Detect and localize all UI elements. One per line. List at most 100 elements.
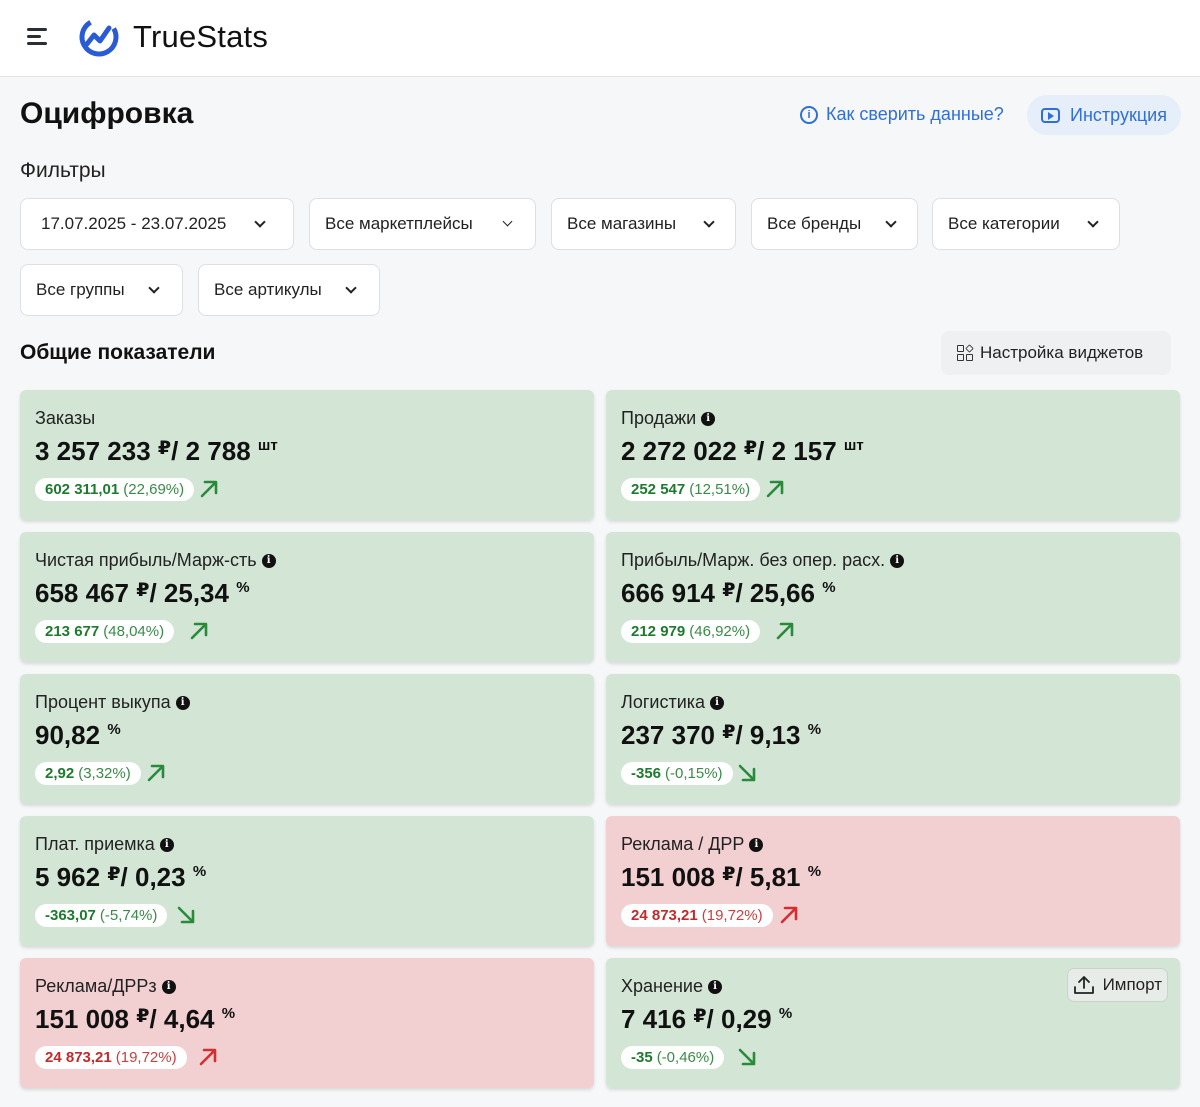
metric-delta-percent: (48,04%) [103, 623, 165, 640]
date-range-filter[interactable]: 17.07.2025 - 23.07.2025 [20, 198, 294, 250]
import-button[interactable]: Импорт [1066, 968, 1168, 1002]
metric-label-text: Чистая прибыль/Марж-сть [35, 550, 257, 570]
store-filter[interactable]: Все магазины [551, 198, 736, 250]
help-link[interactable]: i Как сверить данные? [800, 104, 1004, 125]
metric-label-text: Процент выкупа [35, 692, 171, 712]
metric-second-unit: шт [843, 437, 864, 454]
metric-second-value: 2 788 [185, 436, 251, 466]
group-filter-value: Все группы [36, 280, 125, 299]
hamburger-menu-icon[interactable] [27, 26, 51, 48]
info-icon[interactable]: i [701, 411, 716, 426]
info-icon[interactable]: i [749, 837, 764, 852]
metric-label-text: Прибыль/Марж. без опер. расх. [621, 550, 886, 570]
info-icon[interactable]: i [161, 979, 176, 994]
metric-card[interactable]: Плат. приемка i 5 962 ₽/ 0,23 % -363,07 (… [20, 816, 594, 946]
metric-card[interactable]: Хранение i 7 416 ₽/ 0,29 % -35 (-0,46%) И… [606, 958, 1180, 1088]
metric-delta-value: 602 311,01 [45, 481, 120, 498]
metric-label: Реклама / ДРР i [621, 834, 764, 855]
article-filter[interactable]: Все артикулы [198, 264, 380, 316]
metric-card[interactable]: Логистика i 237 370 ₽/ 9,13 % -356 (-0,15… [606, 674, 1180, 804]
metric-delta-badge: 602 311,01 (22,69%) [35, 478, 195, 501]
metric-main-value: 666 914 [621, 578, 715, 608]
info-icon[interactable]: i [175, 695, 190, 710]
metric-value: 658 467 ₽/ 25,34 % [35, 578, 250, 609]
page-title: Оцифровка [20, 97, 194, 130]
metric-label: Логистика i [621, 692, 725, 713]
group-filter[interactable]: Все группы [20, 264, 183, 316]
metric-second-value: 25,34 [163, 578, 229, 608]
metric-delta-badge: 252 547 (12,51%) [621, 478, 761, 501]
metric-main-value: 5 962 [35, 862, 101, 892]
metric-delta-badge: 2,92 (3,32%) [35, 762, 141, 785]
metric-second-value: 4,64 [163, 1004, 215, 1034]
metric-separator: / [171, 436, 186, 466]
date-range-value: 17.07.2025 - 23.07.2025 [41, 214, 227, 233]
metric-label-text: Заказы [35, 408, 96, 428]
metric-separator: / [735, 578, 750, 608]
metric-unit: ₽ [722, 722, 736, 743]
metric-delta-value: 24 873,21 [45, 1049, 112, 1066]
trend-down-arrow-icon [738, 1048, 756, 1066]
store-filter-value: Все магазины [567, 214, 677, 233]
upload-icon [1073, 976, 1094, 994]
top-bar: TrueStats [0, 0, 1200, 77]
metric-label: Реклама/ДРРз i [35, 976, 176, 997]
metric-label: Прибыль/Марж. без опер. расх. i [621, 550, 905, 571]
metric-main-value: 658 467 [35, 578, 129, 608]
metric-card[interactable]: Процент выкупа i 90,82 % 2,92 (3,32%) [20, 674, 594, 804]
metric-label-text: Реклама / ДРР [621, 834, 745, 854]
metric-separator: / [735, 862, 750, 892]
metric-separator: / [120, 862, 135, 892]
metric-delta-percent: (46,92%) [689, 623, 751, 640]
metric-delta-badge: 212 979 (46,92%) [621, 620, 761, 643]
trend-up-arrow-icon [766, 480, 784, 498]
info-icon[interactable]: i [159, 837, 174, 852]
brand-filter[interactable]: Все бренды [751, 198, 918, 250]
article-filter-value: Все артикулы [214, 280, 322, 299]
chevron-down-icon [703, 216, 715, 228]
metric-delta-badge: 24 873,21 (19,72%) [35, 1046, 187, 1069]
metric-unit: ₽ [722, 580, 736, 601]
metric-second-value: 0,29 [721, 1004, 772, 1034]
metric-delta-value: -356 [631, 765, 662, 782]
metric-card[interactable]: Заказы 3 257 233 ₽/ 2 788 шт 602 311,01 … [20, 390, 594, 520]
trend-up-arrow-icon [200, 480, 218, 498]
metric-delta-value: -35 [631, 1049, 653, 1066]
metric-unit: ₽ [743, 438, 758, 459]
video-play-icon [1041, 107, 1061, 123]
metric-card[interactable]: Реклама/ДРРз i 151 008 ₽/ 4,64 % 24 873,2… [20, 958, 594, 1088]
metric-card[interactable]: Реклама / ДРР i 151 008 ₽/ 5,81 % 24 873,… [606, 816, 1180, 946]
widgets-grid-icon [957, 343, 974, 362]
metric-card[interactable]: Чистая прибыль/Марж-сть i 658 467 ₽/ 25,3… [20, 532, 594, 662]
metric-label: Хранение i [621, 976, 722, 997]
instruction-button[interactable]: Инструкция [1027, 95, 1181, 135]
metric-second-value: 2 157 [771, 436, 837, 466]
info-icon[interactable]: i [261, 553, 276, 568]
metric-unit: ₽ [107, 864, 121, 885]
metric-second-unit: % [236, 579, 250, 596]
metric-second-unit: шт [257, 437, 278, 454]
info-icon[interactable]: i [890, 553, 905, 568]
metric-second-value: 0,23 [135, 862, 186, 892]
info-icon[interactable]: i [710, 695, 725, 710]
metric-card[interactable]: Продажи i 2 272 022 ₽/ 2 157 шт 252 547 (… [606, 390, 1180, 520]
metric-label-text: Хранение [621, 976, 703, 996]
metric-separator: / [149, 1004, 164, 1034]
marketplace-filter[interactable]: Все маркетплейсы [309, 198, 536, 250]
metric-main-value: 90,82 [35, 720, 101, 750]
metric-delta-value: 213 677 [45, 623, 100, 640]
metric-card[interactable]: Прибыль/Марж. без опер. расх. i 666 914 ₽… [606, 532, 1180, 662]
metric-unit: ₽ [157, 438, 172, 459]
metric-separator: / [757, 436, 772, 466]
brand-name[interactable]: TrueStats [133, 19, 269, 54]
metric-unit: % [107, 721, 121, 738]
widget-settings-button[interactable]: Настройка виджетов [941, 331, 1171, 375]
trend-down-arrow-icon [738, 764, 756, 782]
info-icon[interactable]: i [707, 979, 722, 994]
filters-label: Фильтры [20, 159, 106, 182]
category-filter[interactable]: Все категории [932, 198, 1120, 250]
metric-delta-percent: (-5,74%) [99, 907, 158, 924]
widget-settings-label: Настройка виджетов [980, 343, 1144, 362]
metric-value: 7 416 ₽/ 0,29 % [621, 1004, 792, 1035]
trend-up-arrow-icon [780, 906, 798, 924]
